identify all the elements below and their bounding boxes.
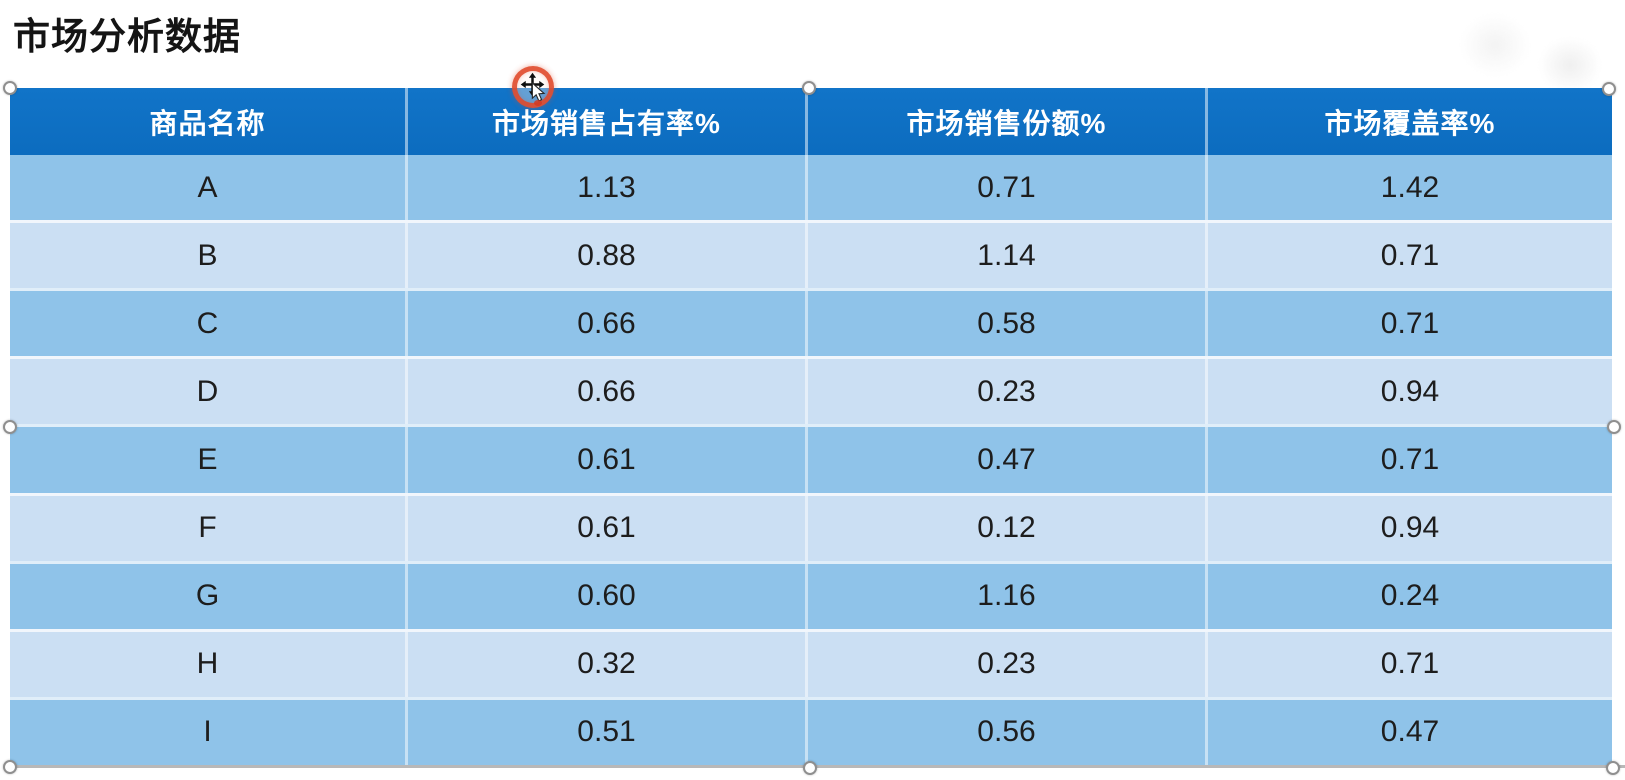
cell-occupancy[interactable]: 0.66 [408, 291, 808, 357]
table-row: G 0.60 1.16 0.24 [10, 560, 1612, 629]
cell-occupancy[interactable]: 0.32 [408, 631, 808, 697]
cell-occupancy[interactable]: 0.60 [408, 563, 808, 629]
table-row: F 0.61 0.12 0.94 [10, 492, 1612, 561]
cell-share[interactable]: 0.56 [808, 699, 1208, 765]
header-cell-occupancy-rate[interactable]: 市场销售占有率% [408, 88, 808, 155]
slide-title[interactable]: 市场分析数据 [13, 16, 241, 57]
table-row: H 0.32 0.23 0.71 [10, 628, 1612, 697]
cell-share[interactable]: 0.71 [808, 155, 1208, 221]
selection-handle-top-center[interactable] [802, 81, 816, 95]
table-row: C 0.66 0.58 0.71 [10, 288, 1612, 357]
selection-handle-bottom-center[interactable] [803, 761, 817, 775]
cell-occupancy[interactable]: 0.88 [408, 223, 808, 289]
cell-product[interactable]: D [10, 359, 408, 425]
cell-coverage[interactable]: 1.42 [1380, 170, 1440, 204]
table-row: A 1.13 0.71 1.42 [10, 155, 1612, 221]
cell-share[interactable]: 0.47 [808, 427, 1208, 493]
cell-product[interactable]: B [10, 223, 408, 289]
cell-occupancy[interactable]: 0.51 [408, 699, 808, 765]
cell-coverage[interactable]: 0.71 [1380, 306, 1440, 340]
cell-product[interactable]: A [10, 155, 408, 221]
cell-product[interactable]: H [10, 631, 408, 697]
selection-handle-top-right[interactable] [1602, 82, 1616, 96]
cell-coverage[interactable]: 0.71 [1380, 647, 1440, 681]
selection-handle-bottom-left[interactable] [3, 760, 17, 774]
cell-coverage[interactable]: 0.94 [1380, 511, 1440, 545]
header-cell-sales-share[interactable]: 市场销售份额% [808, 88, 1208, 155]
cell-coverage[interactable]: 0.71 [1380, 238, 1440, 272]
cell-occupancy[interactable]: 0.66 [408, 359, 808, 425]
selection-handle-bottom-right[interactable] [1606, 761, 1620, 775]
table-body: A 1.13 0.71 1.42 B 0.88 1.14 0.71 C 0.66… [10, 155, 1612, 765]
cell-occupancy[interactable]: 0.61 [408, 427, 808, 493]
cell-product[interactable]: G [10, 563, 408, 629]
header-cell-product-name[interactable]: 商品名称 [10, 88, 408, 155]
table-bottom-edge [10, 765, 1625, 768]
table-row: B 0.88 1.14 0.71 [10, 220, 1612, 289]
cell-occupancy[interactable]: 0.61 [408, 495, 808, 561]
cell-product[interactable]: C [10, 291, 408, 357]
cell-product[interactable]: I [10, 699, 408, 765]
cell-share[interactable]: 0.58 [808, 291, 1208, 357]
selection-handle-top-left[interactable] [3, 81, 17, 95]
market-analysis-table[interactable]: 商品名称 市场销售占有率% 市场销售份额% 市场覆盖率% A 1.13 0.71… [10, 88, 1612, 765]
selection-handle-middle-right[interactable] [1607, 420, 1621, 434]
cell-coverage[interactable]: 0.24 [1380, 579, 1440, 613]
cell-coverage[interactable]: 0.71 [1380, 442, 1440, 476]
cell-product[interactable]: E [10, 427, 408, 493]
cell-occupancy[interactable]: 1.13 [408, 155, 808, 221]
cell-share[interactable]: 0.23 [808, 359, 1208, 425]
cell-share[interactable]: 0.12 [808, 495, 1208, 561]
selection-handle-middle-left[interactable] [3, 420, 17, 434]
cell-share[interactable]: 1.14 [808, 223, 1208, 289]
cell-share[interactable]: 1.16 [808, 563, 1208, 629]
table-row: E 0.61 0.47 0.71 [10, 424, 1612, 493]
cell-coverage[interactable]: 0.94 [1380, 374, 1440, 408]
table-header-row: 商品名称 市场销售占有率% 市场销售份额% 市场覆盖率% [10, 88, 1612, 155]
cell-coverage[interactable]: 0.47 [1380, 715, 1440, 749]
header-cell-coverage-rate[interactable]: 市场覆盖率% [1324, 107, 1496, 139]
table-row: I 0.51 0.56 0.47 [10, 696, 1612, 765]
table-row: D 0.66 0.23 0.94 [10, 356, 1612, 425]
cell-product[interactable]: F [10, 495, 408, 561]
cell-share[interactable]: 0.23 [808, 631, 1208, 697]
